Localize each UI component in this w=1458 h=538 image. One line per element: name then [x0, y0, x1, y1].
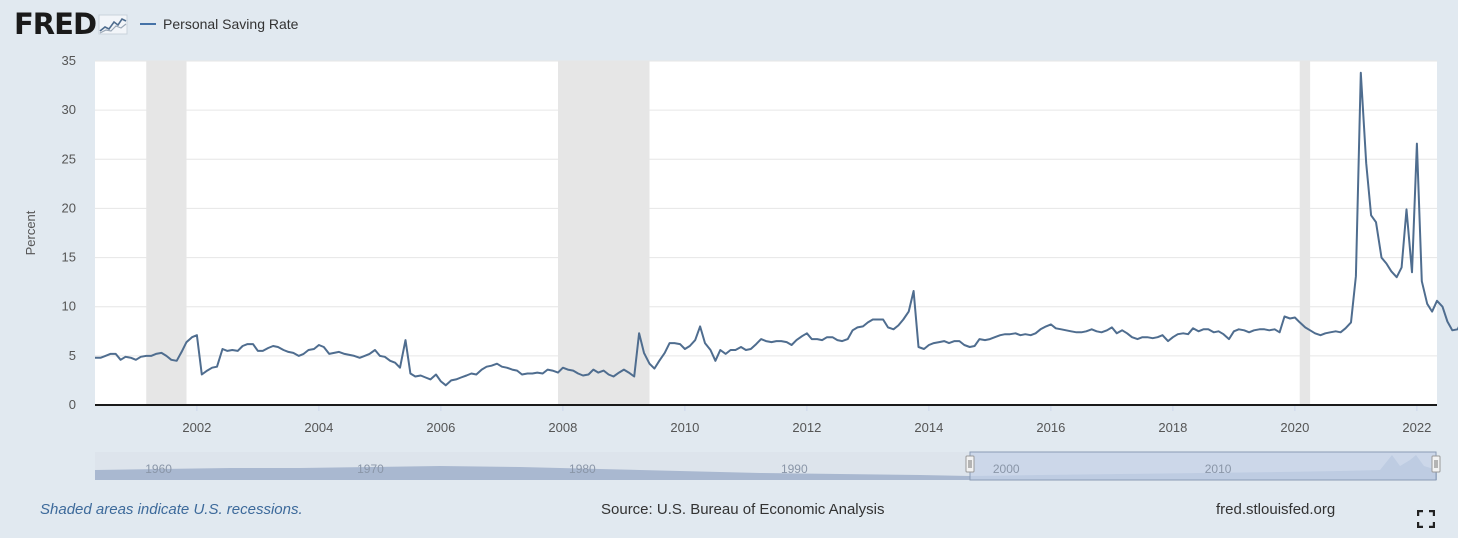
- x-tick-label-2020: 2020: [1280, 420, 1309, 435]
- recession-note: Shaded areas indicate U.S. recessions.: [40, 501, 303, 518]
- x-tick-label-2018: 2018: [1158, 420, 1187, 435]
- x-axis-tick-labels: 2002 2004 2006 2008 2010 2012 2014 2016 2018 2020…: [182, 420, 1431, 435]
- y-tick-label-0: 0: [69, 397, 76, 412]
- site-link[interactable]: fred.stlouisfed.org: [1216, 501, 1336, 518]
- y-tick-label-35: 35: [62, 53, 76, 68]
- grid-lines: [95, 60, 1437, 357]
- legend-swatch: [140, 23, 157, 25]
- x-tick-label-2022: 2022: [1402, 420, 1431, 435]
- navigator-label-1970: 1970: [357, 462, 384, 476]
- series-line-personal-saving-rate[interactable]: [95, 71, 1458, 387]
- navigator[interactable]: 1960 1970 1980 1990 2000 2010: [95, 451, 1441, 481]
- navigator-handle-right[interactable]: [1431, 455, 1441, 473]
- x-tick-label-2008: 2008: [548, 420, 577, 435]
- x-tick-label-2006: 2006: [426, 420, 455, 435]
- x-tick-label-2002: 2002: [182, 420, 211, 435]
- x-tick-label-2016: 2016: [1036, 420, 1065, 435]
- navigator-label-1990: 1990: [781, 462, 808, 476]
- recession-bands: [146, 61, 1311, 405]
- fred-logo[interactable]: FRED: [14, 7, 128, 41]
- navigator-area: [95, 455, 1437, 480]
- recession-band-3: [1299, 61, 1311, 405]
- chart-header: FRED Personal Saving Rate: [14, 6, 298, 42]
- navigator-label-1980: 1980: [569, 462, 596, 476]
- x-tick-label-2012: 2012: [792, 420, 821, 435]
- x-tick-label-2014: 2014: [914, 420, 943, 435]
- navigator-selection[interactable]: [969, 451, 1437, 481]
- navigator-label-2010: 2010: [1205, 462, 1232, 476]
- legend[interactable]: Personal Saving Rate: [140, 16, 298, 32]
- y-axis-tick-labels: 0 5 10 15 20 25 30 35: [62, 53, 76, 412]
- y-tick-label-30: 30: [62, 102, 76, 117]
- plot-background: [95, 61, 1437, 405]
- recession-band-1: [146, 61, 187, 405]
- x-tick-label-2004: 2004: [304, 420, 333, 435]
- navigator-labels: 1960 1970 1980 1990 2000 2010: [145, 462, 1232, 476]
- navigator-label-1960: 1960: [145, 462, 172, 476]
- navigator-handle-left[interactable]: [965, 455, 975, 473]
- y-tick-label-5: 5: [69, 348, 76, 363]
- recession-band-2: [557, 61, 650, 405]
- y-axis-title: Percent: [23, 210, 38, 255]
- y-tick-label-10: 10: [62, 299, 76, 314]
- y-tick-label-20: 20: [62, 200, 76, 215]
- fullscreen-icon[interactable]: [1417, 510, 1435, 528]
- navigator-label-2000: 2000: [993, 462, 1020, 476]
- x-tick-label-2010: 2010: [670, 420, 699, 435]
- fred-logo-text: FRED: [14, 7, 97, 41]
- line-chart-icon: [98, 14, 128, 35]
- y-tick-label-15: 15: [62, 250, 76, 265]
- y-tick-label-25: 25: [62, 151, 76, 166]
- source-text: Source: U.S. Bureau of Economic Analysis: [601, 501, 885, 518]
- legend-label-personal-saving-rate: Personal Saving Rate: [163, 16, 299, 32]
